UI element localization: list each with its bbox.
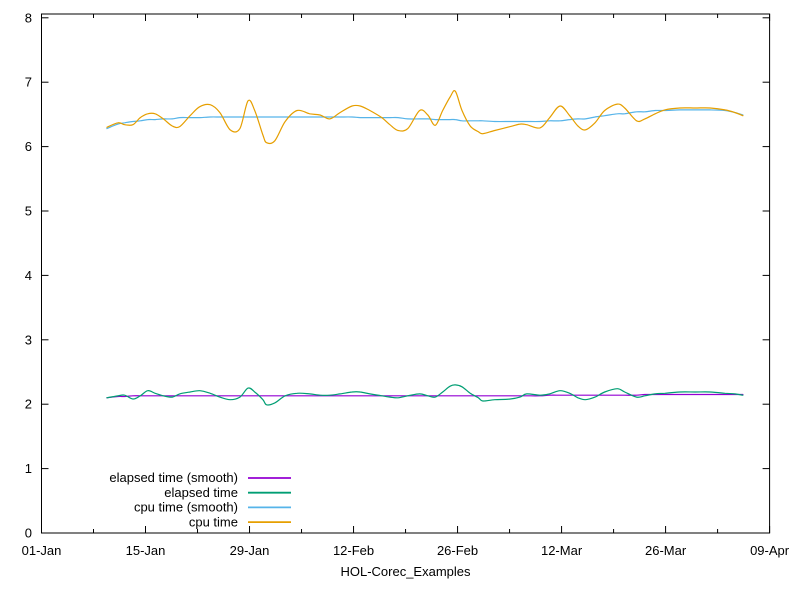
- series-cpu-time: [106, 90, 744, 145]
- y-tick-label: 3: [25, 332, 32, 347]
- x-tick-label: 29-Jan: [230, 543, 270, 558]
- legend-label: cpu time: [189, 514, 238, 529]
- x-tick-label: 26-Feb: [437, 543, 478, 558]
- y-tick-label: 6: [25, 139, 32, 154]
- y-tick-label: 1: [25, 461, 32, 476]
- y-tick-label: 2: [25, 397, 32, 412]
- legend-label: elapsed time: [164, 485, 238, 500]
- y-tick-label: 8: [25, 10, 32, 25]
- series-elapsed-time-smooth: [106, 393, 744, 399]
- x-tick-label: 12-Mar: [541, 543, 583, 558]
- x-tick-label: 01-Jan: [22, 543, 62, 558]
- x-axis-title: HOL-Corec_Examples: [340, 564, 471, 579]
- x-tick-label: 09-Apr: [750, 543, 790, 558]
- plot-border: [41, 13, 771, 534]
- y-tick-label: 5: [25, 204, 32, 219]
- y-tick-label: 0: [25, 526, 32, 541]
- legend-label: elapsed time (smooth): [109, 470, 238, 485]
- legend-label: cpu time (smooth): [134, 500, 238, 515]
- y-tick-label: 7: [25, 75, 32, 90]
- x-tick-label: 12-Feb: [333, 543, 374, 558]
- x-tick-label: 26-Mar: [645, 543, 687, 558]
- x-tick-label: 15-Jan: [126, 543, 166, 558]
- y-tick-label: 4: [25, 268, 32, 283]
- series-elapsed-time: [106, 384, 744, 406]
